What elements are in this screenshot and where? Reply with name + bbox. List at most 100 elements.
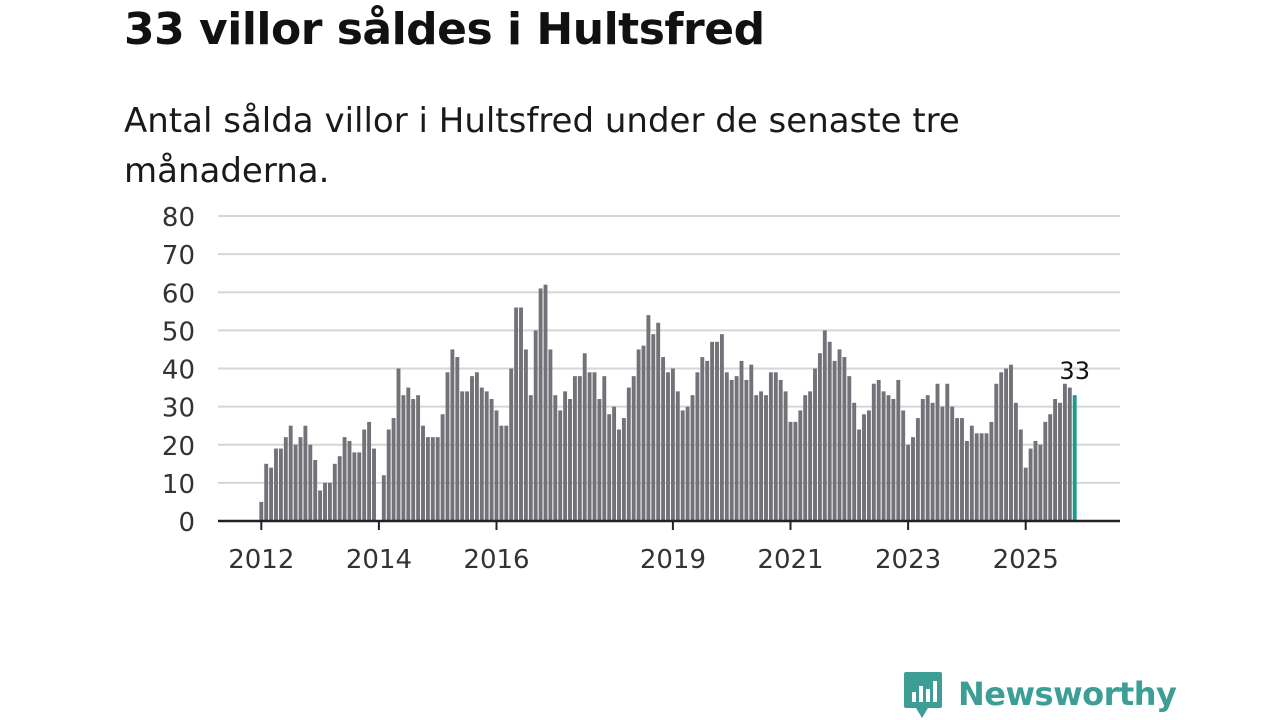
bar: [528, 395, 533, 521]
newsworthy-logo-icon: [904, 672, 942, 718]
bar: [607, 414, 612, 521]
bar: [920, 399, 925, 521]
bar: [337, 456, 342, 521]
bar: [773, 372, 778, 521]
bar: [641, 345, 646, 522]
bar: [543, 284, 548, 522]
y-tick-label: 80: [162, 203, 195, 233]
bar: [984, 433, 989, 521]
bar: [754, 395, 759, 521]
bar: [832, 360, 837, 522]
bar: [808, 391, 813, 522]
bar: [670, 368, 675, 521]
bar: [548, 349, 553, 521]
bar: [705, 360, 710, 522]
chart-subtitle: Antal sålda villor i Hultsfred under de …: [124, 101, 960, 191]
bar: [744, 379, 749, 521]
bar: [955, 418, 960, 521]
bar: [974, 433, 979, 521]
bar: [759, 391, 764, 522]
bar: [558, 410, 563, 521]
bar: [715, 341, 719, 521]
chart-title: 33 villor såldes i Hultsfred: [124, 4, 765, 55]
bar: [651, 334, 656, 521]
bar: [499, 425, 504, 521]
bar: [288, 425, 293, 521]
bar: [455, 357, 460, 521]
bar: [778, 379, 783, 521]
bar: [690, 395, 695, 521]
bar: [734, 376, 739, 522]
bar: [386, 429, 391, 521]
bar: [425, 437, 430, 522]
bar: [675, 391, 680, 522]
bar: [421, 425, 425, 521]
bar: [298, 437, 303, 522]
bar: [739, 360, 744, 522]
bar: [695, 372, 700, 521]
bar: [1018, 429, 1023, 521]
bar: [1028, 448, 1033, 521]
bar: [391, 418, 396, 521]
bar: [906, 444, 911, 521]
bar: [842, 357, 847, 521]
bar: [857, 429, 862, 521]
bar: [318, 490, 323, 521]
bar: [308, 444, 313, 521]
x-tick-label: 2014: [346, 545, 412, 575]
bar: [470, 376, 474, 522]
bar: [582, 353, 587, 521]
bar: [538, 288, 543, 521]
bar: [592, 372, 597, 521]
bar: [764, 395, 768, 521]
bar: [563, 391, 568, 522]
bar: [274, 448, 278, 521]
bar: [1062, 383, 1067, 521]
y-tick-label: 50: [162, 317, 195, 347]
bar: [278, 448, 283, 521]
bar: [724, 372, 729, 521]
bar: [460, 391, 465, 522]
bar: [793, 421, 798, 522]
bar: [450, 349, 455, 521]
bar: [533, 330, 538, 522]
bar: [852, 402, 857, 521]
bar: [1058, 402, 1062, 521]
bar: [798, 410, 803, 521]
bar: [886, 395, 891, 521]
bar: [489, 399, 494, 521]
bar: [465, 391, 470, 522]
brand-name: Newsworthy: [958, 675, 1177, 713]
bar: [1033, 440, 1038, 521]
bar: [372, 448, 376, 521]
bar: [847, 376, 852, 522]
bar: [362, 429, 367, 521]
x-tick-label: 2016: [463, 545, 529, 575]
bar: [680, 410, 685, 521]
bar: [347, 440, 352, 521]
bar: [342, 437, 347, 522]
bar: [827, 341, 832, 521]
bar: [435, 437, 440, 522]
bar: [381, 475, 386, 521]
bar: [577, 376, 582, 522]
x-tick-label: 2023: [875, 545, 941, 575]
bar: [994, 383, 999, 521]
bar: [866, 410, 871, 521]
bar: [817, 353, 822, 521]
bar: [1053, 399, 1058, 521]
bar: [352, 452, 357, 522]
bar: [612, 406, 617, 522]
bar: [514, 307, 519, 521]
bar: [803, 395, 808, 521]
bar: [940, 406, 945, 522]
bar: [891, 399, 896, 521]
bar: [813, 368, 817, 521]
bar: [568, 399, 572, 521]
bar: [881, 391, 886, 522]
bar: [621, 418, 626, 521]
data-label: 33: [1059, 357, 1090, 385]
bar: [479, 387, 484, 521]
bar: [960, 418, 964, 521]
bar: [1072, 395, 1077, 521]
